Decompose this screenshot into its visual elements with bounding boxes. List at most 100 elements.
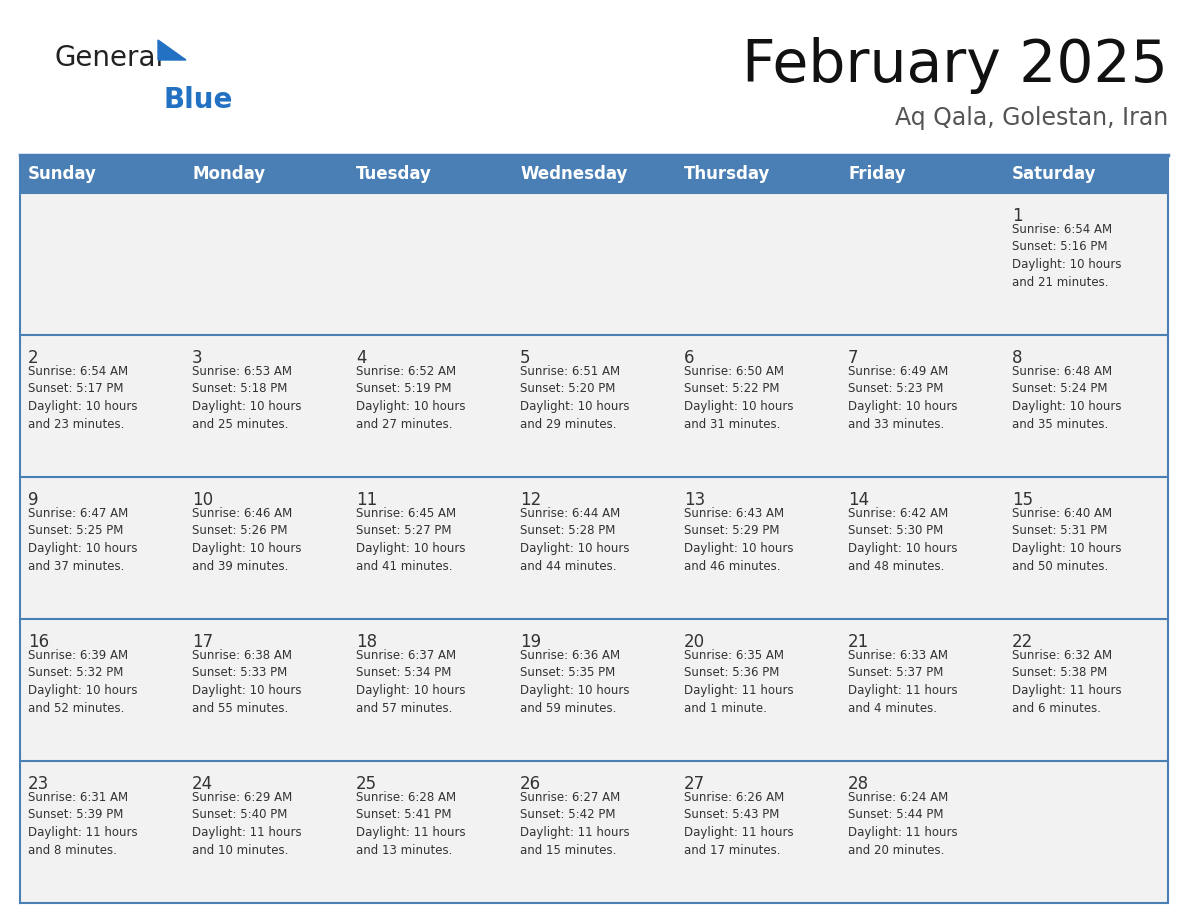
Bar bbox=[1004, 761, 1168, 903]
Bar bbox=[840, 193, 1004, 335]
Text: 11: 11 bbox=[356, 491, 378, 509]
Polygon shape bbox=[158, 40, 187, 60]
Text: Sunrise: 6:48 AM
Sunset: 5:24 PM
Daylight: 10 hours
and 35 minutes.: Sunrise: 6:48 AM Sunset: 5:24 PM Dayligh… bbox=[1012, 365, 1121, 431]
Text: Thursday: Thursday bbox=[684, 165, 771, 183]
Text: 4: 4 bbox=[356, 349, 367, 367]
Text: 7: 7 bbox=[848, 349, 859, 367]
Text: 6: 6 bbox=[684, 349, 695, 367]
Bar bbox=[20, 155, 184, 193]
Text: Sunrise: 6:35 AM
Sunset: 5:36 PM
Daylight: 11 hours
and 1 minute.: Sunrise: 6:35 AM Sunset: 5:36 PM Dayligh… bbox=[684, 649, 794, 714]
Text: February 2025: February 2025 bbox=[742, 37, 1168, 94]
Text: 26: 26 bbox=[520, 775, 541, 793]
Bar bbox=[184, 619, 348, 761]
Text: 20: 20 bbox=[684, 633, 706, 651]
Text: Sunrise: 6:49 AM
Sunset: 5:23 PM
Daylight: 10 hours
and 33 minutes.: Sunrise: 6:49 AM Sunset: 5:23 PM Dayligh… bbox=[848, 365, 958, 431]
Text: 14: 14 bbox=[848, 491, 870, 509]
Text: Sunrise: 6:26 AM
Sunset: 5:43 PM
Daylight: 11 hours
and 17 minutes.: Sunrise: 6:26 AM Sunset: 5:43 PM Dayligh… bbox=[684, 791, 794, 856]
Bar bbox=[512, 155, 676, 193]
Bar bbox=[20, 335, 184, 477]
Bar bbox=[840, 761, 1004, 903]
Bar bbox=[512, 335, 676, 477]
Bar bbox=[20, 761, 184, 903]
Bar bbox=[840, 335, 1004, 477]
Text: 16: 16 bbox=[29, 633, 49, 651]
Text: 8: 8 bbox=[1012, 349, 1023, 367]
Text: 12: 12 bbox=[520, 491, 542, 509]
Text: General: General bbox=[55, 44, 164, 72]
Bar bbox=[676, 335, 840, 477]
Bar bbox=[184, 155, 348, 193]
Text: Sunrise: 6:37 AM
Sunset: 5:34 PM
Daylight: 10 hours
and 57 minutes.: Sunrise: 6:37 AM Sunset: 5:34 PM Dayligh… bbox=[356, 649, 466, 714]
Text: Sunrise: 6:28 AM
Sunset: 5:41 PM
Daylight: 11 hours
and 13 minutes.: Sunrise: 6:28 AM Sunset: 5:41 PM Dayligh… bbox=[356, 791, 466, 856]
Text: 2: 2 bbox=[29, 349, 39, 367]
Bar bbox=[512, 761, 676, 903]
Text: 25: 25 bbox=[356, 775, 377, 793]
Text: Sunrise: 6:53 AM
Sunset: 5:18 PM
Daylight: 10 hours
and 25 minutes.: Sunrise: 6:53 AM Sunset: 5:18 PM Dayligh… bbox=[192, 365, 302, 431]
Bar bbox=[676, 477, 840, 619]
Bar bbox=[1004, 155, 1168, 193]
Bar bbox=[512, 477, 676, 619]
Text: Sunrise: 6:39 AM
Sunset: 5:32 PM
Daylight: 10 hours
and 52 minutes.: Sunrise: 6:39 AM Sunset: 5:32 PM Dayligh… bbox=[29, 649, 138, 714]
Text: Sunrise: 6:52 AM
Sunset: 5:19 PM
Daylight: 10 hours
and 27 minutes.: Sunrise: 6:52 AM Sunset: 5:19 PM Dayligh… bbox=[356, 365, 466, 431]
Text: 21: 21 bbox=[848, 633, 870, 651]
Text: Sunrise: 6:27 AM
Sunset: 5:42 PM
Daylight: 11 hours
and 15 minutes.: Sunrise: 6:27 AM Sunset: 5:42 PM Dayligh… bbox=[520, 791, 630, 856]
Text: 27: 27 bbox=[684, 775, 706, 793]
Bar bbox=[348, 335, 512, 477]
Bar bbox=[184, 761, 348, 903]
Text: 19: 19 bbox=[520, 633, 541, 651]
Text: Monday: Monday bbox=[192, 165, 265, 183]
Bar bbox=[348, 619, 512, 761]
Bar bbox=[184, 335, 348, 477]
Bar bbox=[348, 155, 512, 193]
Bar bbox=[348, 761, 512, 903]
Bar bbox=[840, 619, 1004, 761]
Text: 3: 3 bbox=[192, 349, 203, 367]
Text: Tuesday: Tuesday bbox=[356, 165, 432, 183]
Text: Sunrise: 6:33 AM
Sunset: 5:37 PM
Daylight: 11 hours
and 4 minutes.: Sunrise: 6:33 AM Sunset: 5:37 PM Dayligh… bbox=[848, 649, 958, 714]
Text: Sunrise: 6:31 AM
Sunset: 5:39 PM
Daylight: 11 hours
and 8 minutes.: Sunrise: 6:31 AM Sunset: 5:39 PM Dayligh… bbox=[29, 791, 138, 856]
Text: Sunrise: 6:46 AM
Sunset: 5:26 PM
Daylight: 10 hours
and 39 minutes.: Sunrise: 6:46 AM Sunset: 5:26 PM Dayligh… bbox=[192, 507, 302, 573]
Bar bbox=[1004, 335, 1168, 477]
Text: Sunrise: 6:54 AM
Sunset: 5:17 PM
Daylight: 10 hours
and 23 minutes.: Sunrise: 6:54 AM Sunset: 5:17 PM Dayligh… bbox=[29, 365, 138, 431]
Bar bbox=[1004, 619, 1168, 761]
Bar bbox=[676, 619, 840, 761]
Text: Sunrise: 6:29 AM
Sunset: 5:40 PM
Daylight: 11 hours
and 10 minutes.: Sunrise: 6:29 AM Sunset: 5:40 PM Dayligh… bbox=[192, 791, 302, 856]
Text: Sunrise: 6:47 AM
Sunset: 5:25 PM
Daylight: 10 hours
and 37 minutes.: Sunrise: 6:47 AM Sunset: 5:25 PM Dayligh… bbox=[29, 507, 138, 573]
Text: Sunrise: 6:54 AM
Sunset: 5:16 PM
Daylight: 10 hours
and 21 minutes.: Sunrise: 6:54 AM Sunset: 5:16 PM Dayligh… bbox=[1012, 223, 1121, 288]
Text: Sunrise: 6:24 AM
Sunset: 5:44 PM
Daylight: 11 hours
and 20 minutes.: Sunrise: 6:24 AM Sunset: 5:44 PM Dayligh… bbox=[848, 791, 958, 856]
Bar bbox=[840, 155, 1004, 193]
Text: Sunrise: 6:50 AM
Sunset: 5:22 PM
Daylight: 10 hours
and 31 minutes.: Sunrise: 6:50 AM Sunset: 5:22 PM Dayligh… bbox=[684, 365, 794, 431]
Text: Blue: Blue bbox=[163, 86, 233, 114]
Text: Wednesday: Wednesday bbox=[520, 165, 627, 183]
Text: 15: 15 bbox=[1012, 491, 1034, 509]
Text: 17: 17 bbox=[192, 633, 213, 651]
Text: Sunrise: 6:32 AM
Sunset: 5:38 PM
Daylight: 11 hours
and 6 minutes.: Sunrise: 6:32 AM Sunset: 5:38 PM Dayligh… bbox=[1012, 649, 1121, 714]
Text: 10: 10 bbox=[192, 491, 213, 509]
Text: 5: 5 bbox=[520, 349, 531, 367]
Bar bbox=[348, 193, 512, 335]
Text: Aq Qala, Golestan, Iran: Aq Qala, Golestan, Iran bbox=[895, 106, 1168, 130]
Text: 28: 28 bbox=[848, 775, 870, 793]
Text: 9: 9 bbox=[29, 491, 38, 509]
Text: 13: 13 bbox=[684, 491, 706, 509]
Bar bbox=[840, 477, 1004, 619]
Text: Saturday: Saturday bbox=[1012, 165, 1097, 183]
Bar bbox=[676, 155, 840, 193]
Text: Sunrise: 6:36 AM
Sunset: 5:35 PM
Daylight: 10 hours
and 59 minutes.: Sunrise: 6:36 AM Sunset: 5:35 PM Dayligh… bbox=[520, 649, 630, 714]
Bar bbox=[676, 193, 840, 335]
Text: Sunrise: 6:38 AM
Sunset: 5:33 PM
Daylight: 10 hours
and 55 minutes.: Sunrise: 6:38 AM Sunset: 5:33 PM Dayligh… bbox=[192, 649, 302, 714]
Text: Friday: Friday bbox=[848, 165, 905, 183]
Text: 22: 22 bbox=[1012, 633, 1034, 651]
Text: Sunday: Sunday bbox=[29, 165, 97, 183]
Text: 24: 24 bbox=[192, 775, 213, 793]
Text: Sunrise: 6:42 AM
Sunset: 5:30 PM
Daylight: 10 hours
and 48 minutes.: Sunrise: 6:42 AM Sunset: 5:30 PM Dayligh… bbox=[848, 507, 958, 573]
Bar bbox=[1004, 477, 1168, 619]
Bar bbox=[20, 619, 184, 761]
Text: Sunrise: 6:43 AM
Sunset: 5:29 PM
Daylight: 10 hours
and 46 minutes.: Sunrise: 6:43 AM Sunset: 5:29 PM Dayligh… bbox=[684, 507, 794, 573]
Bar bbox=[1004, 193, 1168, 335]
Text: 18: 18 bbox=[356, 633, 377, 651]
Bar bbox=[512, 193, 676, 335]
Bar bbox=[348, 477, 512, 619]
Text: Sunrise: 6:44 AM
Sunset: 5:28 PM
Daylight: 10 hours
and 44 minutes.: Sunrise: 6:44 AM Sunset: 5:28 PM Dayligh… bbox=[520, 507, 630, 573]
Text: 1: 1 bbox=[1012, 207, 1023, 225]
